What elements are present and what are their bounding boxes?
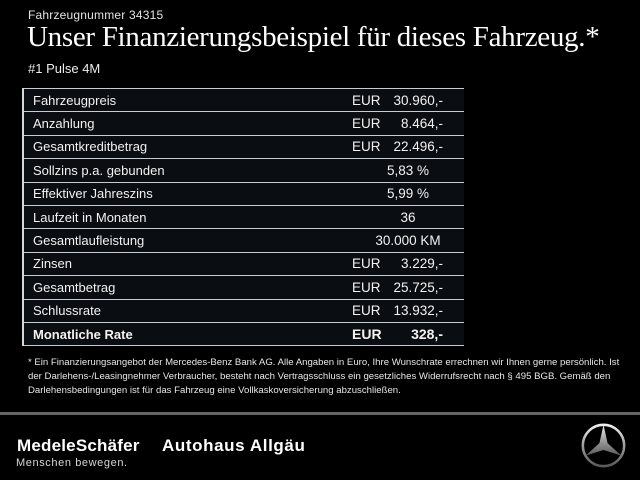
row-label: Zinsen — [33, 256, 73, 272]
finance-table: Fahrzeugpreis EUR 30.960,- Anzahlung EUR 8.46… — [22, 88, 464, 347]
row-label: Laufzeit in Monaten — [33, 209, 147, 225]
table-row: Gesamtlaufleistung 30.000 KM — [24, 229, 464, 253]
row-label: Monatliche Rate — [33, 326, 133, 342]
row-amount: 30.000 KM — [375, 233, 441, 249]
row-amount: 8.464,- — [400, 116, 443, 132]
row-label: Gesamtbetrag — [33, 279, 116, 295]
row-amount: 25.725,- — [393, 279, 443, 295]
dealer-name-autohaus-allgaeu: Autohaus Allgäu — [162, 436, 306, 455]
row-label: Anzahlung — [33, 116, 95, 132]
table-row: Gesamtkreditbetrag EUR 22.496,- — [24, 136, 464, 160]
row-value: EUR 13.932,- — [352, 303, 464, 318]
table-row: Zinsen EUR 3.229,- — [24, 253, 464, 277]
model-subtitle: #1 Pulse 4M — [28, 61, 101, 76]
mercedes-star-icon — [581, 423, 626, 468]
row-amount: 22.496,- — [393, 139, 443, 155]
row-value: EUR 3.229,- — [352, 256, 464, 271]
row-value: EUR 25.725,- — [352, 280, 464, 295]
row-amount: 30.960,- — [393, 92, 443, 108]
footer-divider — [0, 412, 640, 415]
table-row: Fahrzeugpreis EUR 30.960,- — [24, 89, 464, 113]
row-currency: EUR — [352, 92, 381, 108]
row-currency: EUR — [352, 116, 381, 132]
row-currency: EUR — [352, 256, 381, 272]
row-currency: EUR — [352, 303, 381, 319]
row-label: Sollzins p.a. gebunden — [33, 162, 165, 178]
row-value: 30.000 KM — [352, 233, 464, 248]
table-row: Effektiver Jahreszins 5,99 % — [24, 183, 464, 206]
table-row: Schlussrate EUR 13.932,- — [24, 300, 464, 323]
row-value: EUR 8.464,- — [352, 116, 464, 131]
row-value: EUR 30.960,- — [352, 93, 464, 108]
dealer-tagline: Menschen bewegen. — [16, 457, 128, 469]
row-amount: 328,- — [411, 326, 443, 343]
row-label: Gesamtkreditbetrag — [33, 139, 148, 155]
row-currency: EUR — [352, 279, 381, 295]
row-amount: 5,99 % — [386, 186, 430, 202]
row-label: Fahrzeugpreis — [33, 92, 117, 108]
row-amount: 36 — [400, 209, 416, 225]
row-currency: EUR — [352, 139, 381, 155]
row-label: Effektiver Jahreszins — [33, 186, 153, 202]
table-row: Monatliche Rate EUR 328,- — [24, 323, 464, 347]
table-row: Laufzeit in Monaten 36 — [24, 206, 464, 230]
row-amount: 13.932,- — [393, 303, 443, 319]
vehicle-number: Fahrzeugnummer 34315 — [28, 8, 164, 22]
row-amount: 5,83 % — [386, 162, 430, 178]
table-row: Anzahlung EUR 8.464,- — [24, 112, 464, 136]
table-row: Sollzins p.a. gebunden 5,83 % — [24, 159, 464, 183]
dealer-logo-medele-schaefer: MedeleSchäfer — [17, 436, 140, 455]
row-currency: EUR — [352, 326, 382, 343]
row-value: 5,99 % — [352, 186, 464, 201]
legal-footnote: * Ein Finanzierungsangebot der Mercedes-… — [28, 357, 620, 396]
row-value: 36 — [352, 210, 464, 225]
footer-bar: MedeleSchäfer Autohaus Allgäu Menschen b… — [0, 415, 640, 480]
page-title: Unser Finanzierungsbeispiel für dieses F… — [27, 21, 600, 53]
row-label: Gesamtlaufleistung — [33, 233, 145, 249]
row-value: EUR 328,- — [352, 326, 464, 342]
row-value: EUR 22.496,- — [352, 139, 464, 154]
row-amount: 3.229,- — [400, 256, 443, 272]
row-label: Schlussrate — [33, 303, 101, 319]
table-row: Gesamtbetrag EUR 25.725,- — [24, 276, 464, 300]
row-value: 5,83 % — [352, 163, 464, 178]
